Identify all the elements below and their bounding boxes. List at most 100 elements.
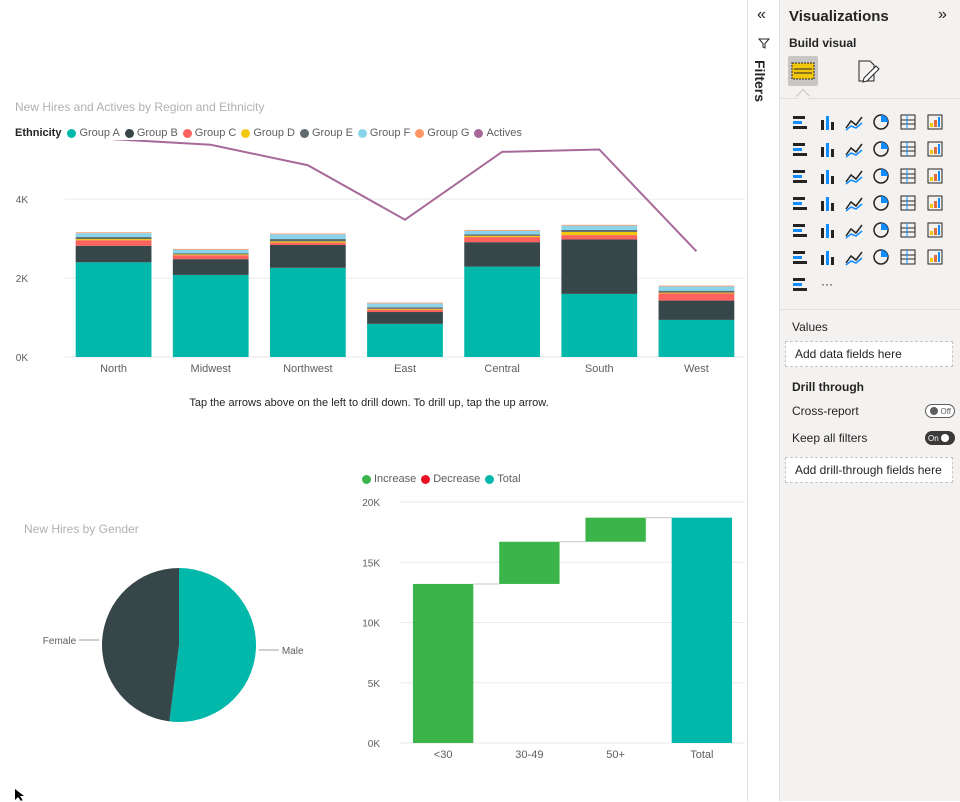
visualizations-pane: Visualizations » Build visual ··· Values… [779,0,960,801]
y-tick-label: 2K [16,274,29,285]
double-chevron-left-icon[interactable]: « [757,6,766,23]
key-influencers-icon[interactable] [923,218,947,242]
drill-through-well[interactable]: Add drill-through fields here [785,457,953,483]
bar-segment [75,233,152,238]
bar-segment [658,319,735,357]
legend-item[interactable]: Group E [299,127,353,139]
map-icon[interactable] [788,191,812,215]
legend-label: Increase [374,473,417,485]
legend-marker [421,474,431,484]
power-apps-icon[interactable] [923,245,947,269]
y-tick-label: 0K [16,353,29,364]
table-icon[interactable] [815,218,839,242]
x-tick-label: Northwest [283,363,333,375]
legend-item[interactable]: Increase [362,473,416,485]
legend-item[interactable]: Group D [241,127,295,139]
waterfall-chart[interactable]: 0K 5K 10K 15K 20K <30 30-49 50+ Total [340,490,747,765]
bar-segment [561,231,638,236]
keep-filters-toggle[interactable]: On [925,431,955,445]
cross-report-toggle[interactable]: Off [925,404,955,418]
power-automate-icon[interactable] [788,272,812,296]
x-tick-label: Total [690,749,713,761]
area-chart-icon[interactable] [815,137,839,161]
line-clustered-column-icon[interactable] [896,137,920,161]
bar-segment [561,293,638,357]
legend-label: Group C [194,127,237,139]
legend-marker [182,128,192,138]
bar-segment [75,239,152,241]
bar-segment [658,292,735,294]
more-visuals-icon[interactable]: ··· [821,277,833,291]
format-visual-tab[interactable] [853,56,883,86]
gauge-icon[interactable] [842,191,866,215]
divider [780,309,960,310]
pie-chart[interactable]: Male Female [0,540,340,750]
funnel-icon[interactable] [815,164,839,188]
decomposition-tree-icon[interactable] [788,245,812,269]
legend-item[interactable]: Group C [182,127,237,139]
legend-item[interactable]: Decrease [421,473,480,485]
donut-icon[interactable] [896,164,920,188]
bar-segment [367,307,443,309]
azure-map-icon[interactable] [896,245,920,269]
legend-label: Group E [311,127,353,139]
slicer-icon[interactable] [788,218,812,242]
waterfall-icon[interactable] [788,164,812,188]
divider [780,98,960,99]
report-canvas: New Hires and Actives by Region and Ethn… [0,100,747,801]
matrix-icon[interactable] [842,218,866,242]
card-icon[interactable] [869,191,893,215]
bar-segment [464,242,541,267]
drill-hint: Tap the arrows above on the left to dril… [189,397,549,409]
values-well[interactable]: Add data fields here [785,341,953,367]
treemap-icon[interactable] [923,164,947,188]
toggle-state: On [928,433,939,443]
legend-item[interactable]: Total [485,473,521,485]
line-chart-icon[interactable] [788,137,812,161]
double-chevron-right-icon[interactable]: » [938,6,947,23]
stacked-bar-icon[interactable] [788,110,812,134]
toggle-knob [940,434,949,442]
pie-icon[interactable] [869,164,893,188]
pie-slice [169,568,256,722]
legend-item[interactable]: Group B [124,127,178,139]
filters-pane-collapsed[interactable]: « Filters [747,0,780,801]
drill-through-label: Drill through [792,380,864,394]
format-visual-icon [858,60,880,83]
r-visual-icon[interactable] [869,218,893,242]
ribbon-chart-icon[interactable] [923,137,947,161]
stacked-column-icon[interactable] [815,110,839,134]
stacked-area-icon[interactable] [842,137,866,161]
build-visual-tab[interactable] [788,56,818,86]
python-visual-icon[interactable] [896,218,920,242]
kpi-icon[interactable] [923,191,947,215]
legend-label: Actives [486,127,522,139]
bar-segment [658,285,735,287]
legend-item[interactable]: Group A [67,127,120,139]
qa-icon[interactable] [815,245,839,269]
filters-label[interactable]: Filters [752,60,768,103]
pie-slice [101,568,179,722]
x-tick-label: West [684,363,709,375]
legend-item[interactable]: Group F [357,127,410,139]
clustered-bar-icon[interactable] [842,110,866,134]
bar-segment [172,253,249,255]
100-stacked-column-icon[interactable] [923,110,947,134]
legend-item[interactable]: Group G [415,127,469,139]
bar-segment [561,235,638,240]
bar-segment [367,308,443,310]
smart-narrative-icon[interactable] [842,245,866,269]
multi-row-card-icon[interactable] [896,191,920,215]
filled-map-icon[interactable] [815,191,839,215]
stacked-column-line-chart[interactable]: 0K 2K 4K North Midwest Northwest East Central So… [0,140,747,380]
line-stacked-column-icon[interactable] [869,137,893,161]
paginated-report-icon[interactable] [869,245,893,269]
100-stacked-bar-icon[interactable] [896,110,920,134]
legend-item[interactable]: Actives [474,127,522,139]
clustered-column-icon[interactable] [869,110,893,134]
scatter-icon[interactable] [842,164,866,188]
y-tick-label: 10K [362,619,380,630]
bar-segment [75,237,152,240]
tab-caret [795,88,811,104]
legend-title: Ethnicity [15,127,62,139]
